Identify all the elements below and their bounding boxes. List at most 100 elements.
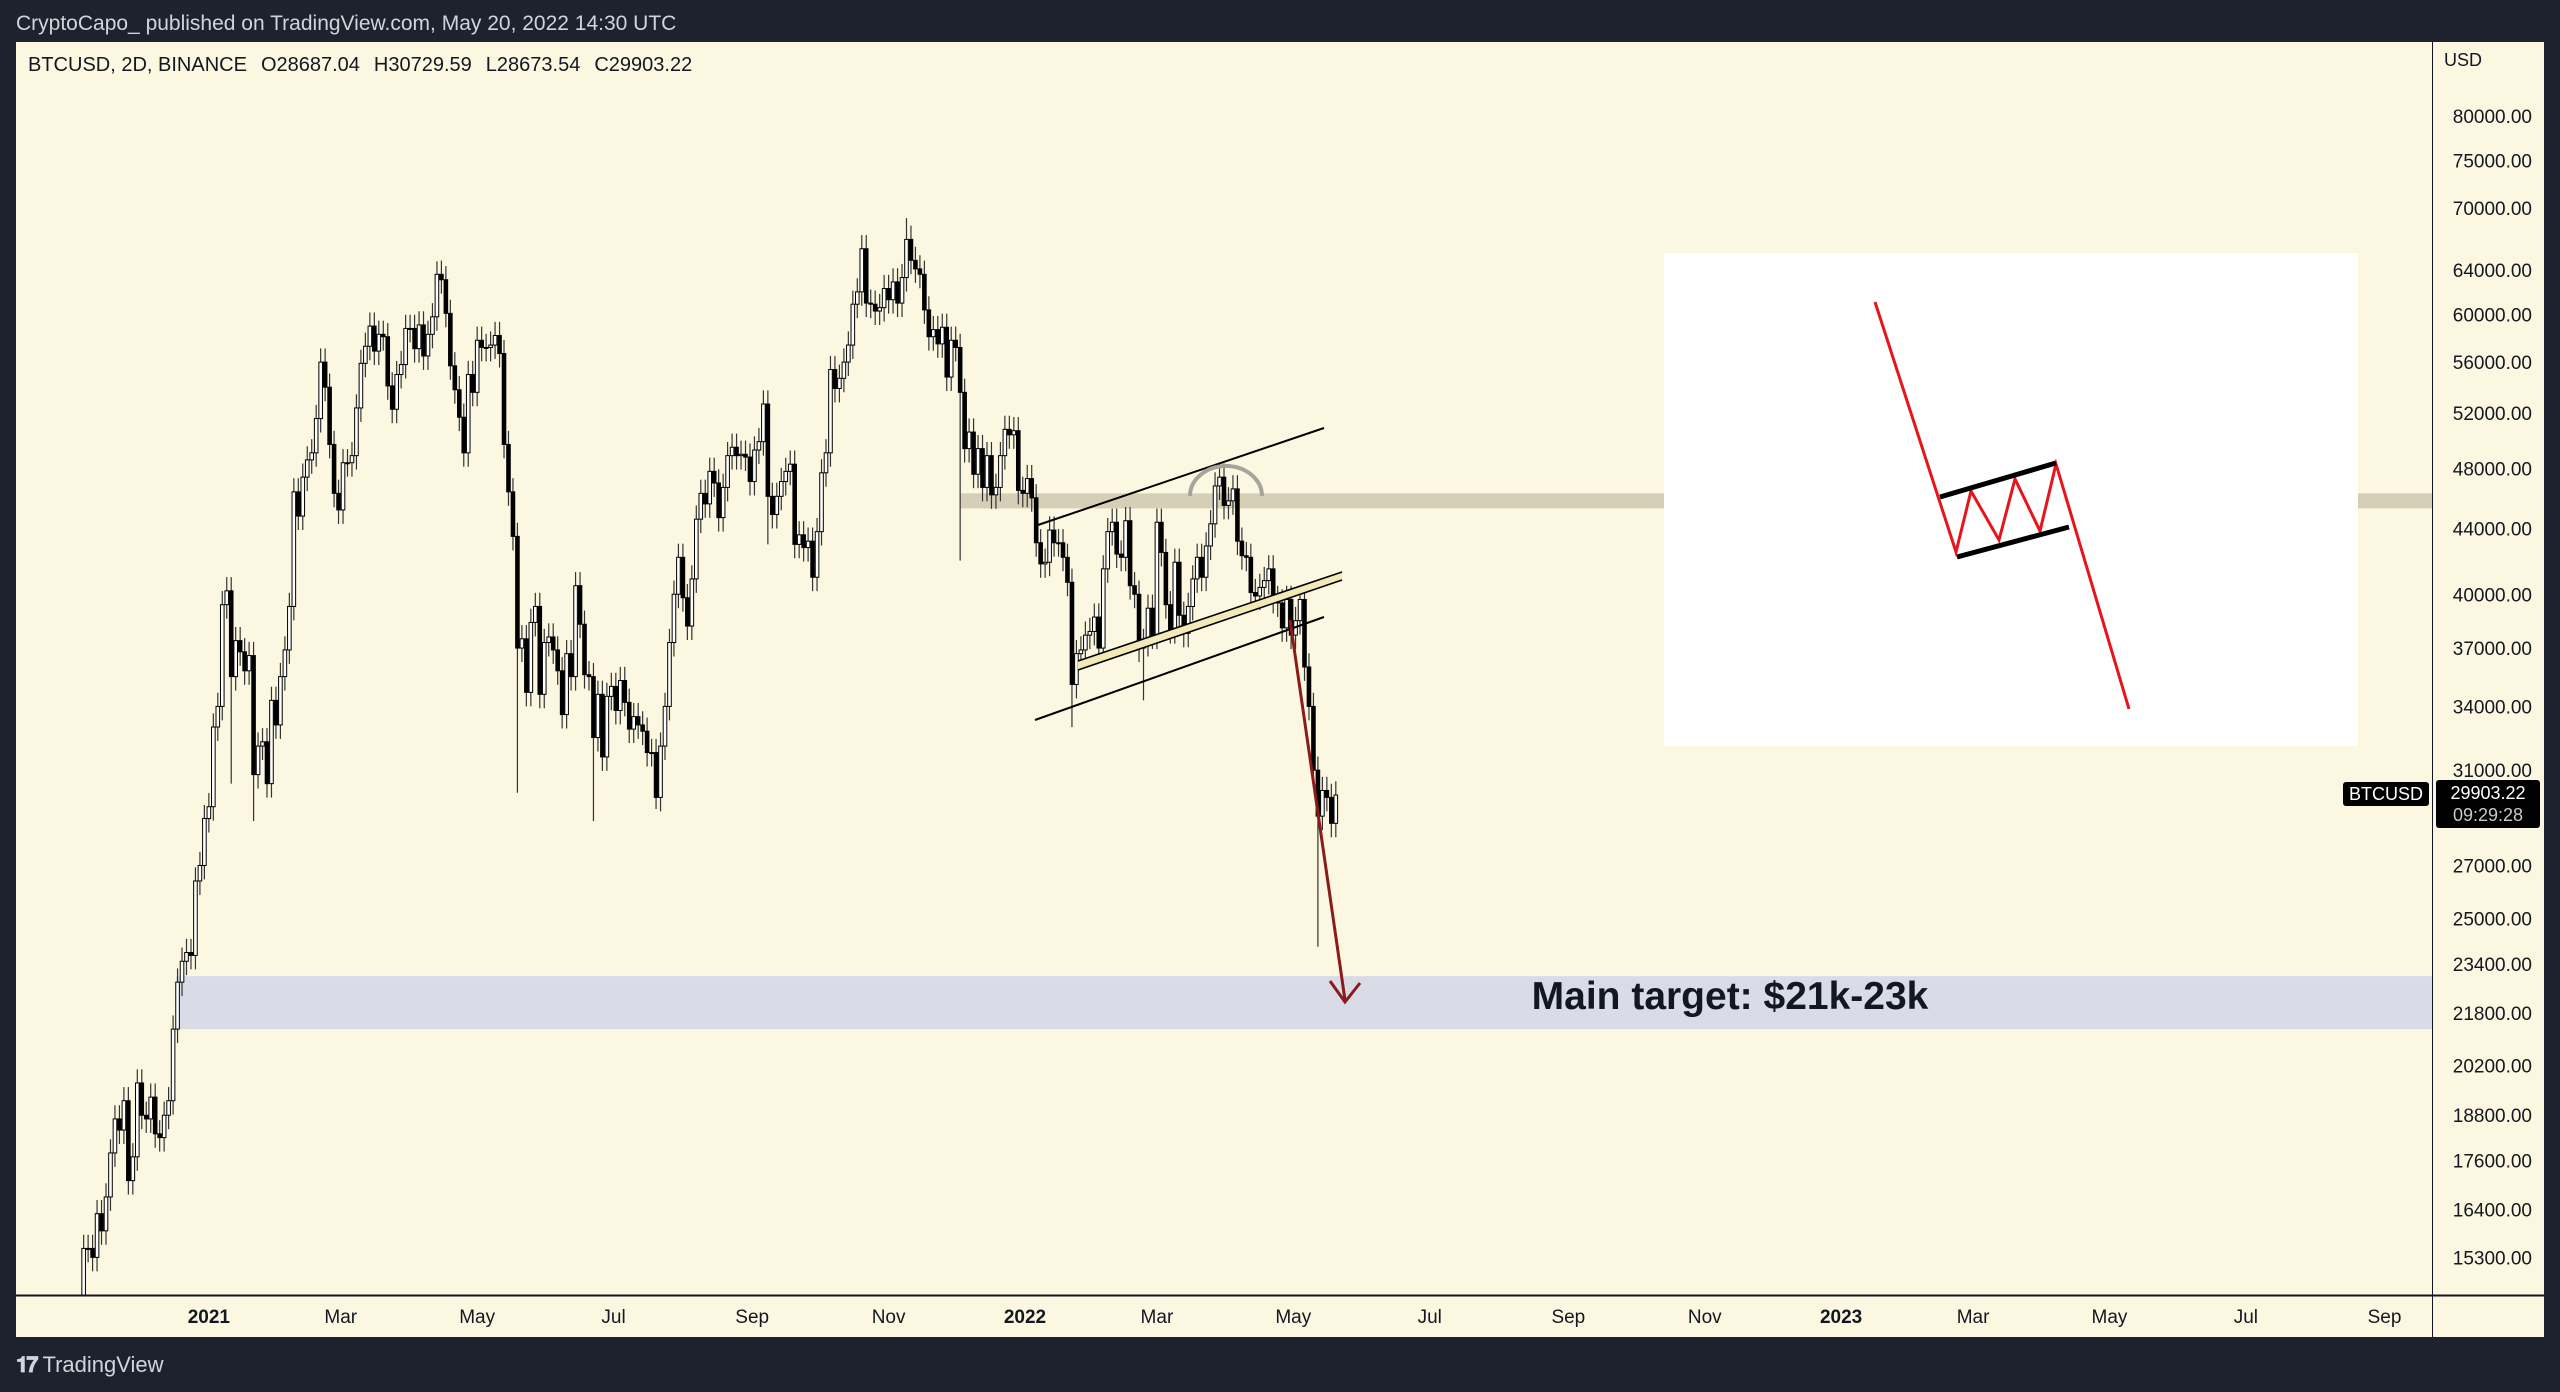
candle (944, 313, 950, 391)
candle (613, 672, 619, 725)
candle-body-bull (828, 369, 833, 454)
candle (948, 326, 954, 391)
candle-body-bear (1235, 488, 1240, 542)
candle-body-bear (711, 470, 717, 484)
candle-body-bull (1087, 630, 1093, 636)
tradingview-brand[interactable]: 𝟏𝟕 TradingView (16, 1352, 164, 1378)
candle-body-bear (1329, 796, 1334, 824)
inner-support-line-top[interactable] (1077, 571, 1343, 662)
inner-support-line-bottom[interactable] (1077, 579, 1343, 671)
price-tick-label: 64000.00 (2453, 261, 2532, 282)
candle-body-bear (568, 653, 574, 678)
candle (287, 592, 292, 664)
candle-body-bear (653, 752, 659, 798)
candle (653, 738, 659, 810)
candle-body-bear (452, 365, 458, 391)
candle (85, 1234, 91, 1263)
candle (1029, 464, 1035, 512)
candle (761, 390, 766, 456)
inner-support-fill (1078, 572, 1342, 670)
candle-body-bull (1078, 649, 1084, 655)
candle-body-bull (255, 745, 261, 776)
price-tick-label: 52000.00 (2453, 404, 2532, 425)
candle (90, 1234, 95, 1272)
candle-body-bear (957, 346, 963, 393)
candle (993, 473, 999, 509)
channel-upper-line[interactable] (1034, 427, 1325, 527)
candle-body-bull (363, 345, 368, 364)
candle-body-bull (318, 361, 323, 420)
candle (246, 641, 252, 685)
candle-body-bull (707, 470, 713, 505)
channel-lower-line[interactable] (1034, 616, 1325, 721)
candle-body-bear (953, 339, 958, 348)
target-zone (176, 976, 2432, 1030)
candle-body-bull (1105, 531, 1111, 570)
candle (421, 311, 426, 370)
candle-body-bull (1185, 605, 1191, 634)
candle (139, 1069, 145, 1130)
candle-body-bull (108, 1152, 113, 1198)
candle-body-bull (1092, 616, 1097, 632)
bear-flag-inset[interactable] (1664, 253, 2358, 746)
candle-body-bull (211, 726, 216, 808)
candle-body-bull (850, 303, 856, 346)
candle-body-bull (533, 605, 538, 623)
candle-body-bull (175, 981, 180, 1030)
candle-body-bull (573, 585, 578, 678)
candle (1217, 465, 1222, 500)
candle-body-bull (215, 705, 221, 728)
candle-body-bull (1002, 428, 1008, 457)
price-axis[interactable]: 80000.00 75000.00 70000.00 64000.00 60000.00… (2453, 107, 2532, 1269)
candle-body-bull (1056, 542, 1061, 545)
candle (166, 1087, 171, 1130)
candle-body-bull (1154, 521, 1160, 636)
candle-body-bull (1261, 580, 1267, 588)
candle (474, 326, 480, 407)
candle (743, 440, 748, 472)
down-arrow[interactable] (1288, 619, 1362, 1005)
candle (1127, 507, 1133, 600)
candle-body-bull (729, 446, 735, 457)
candle-body-bull (407, 327, 413, 330)
candle-body-bull (130, 1156, 136, 1182)
candle (1163, 538, 1169, 619)
candle-body-bear (917, 268, 923, 275)
candle-body-bear (872, 303, 878, 312)
candle (810, 527, 815, 592)
candle (488, 331, 493, 362)
top-arc[interactable] (1188, 464, 1264, 497)
candle (376, 320, 382, 366)
currency-label[interactable]: USD (2444, 50, 2483, 70)
candle (1123, 507, 1128, 572)
candle (886, 274, 891, 314)
candle (434, 261, 440, 331)
candle (975, 434, 981, 489)
time-axis[interactable]: 2021 Mar May Jul Sep Nov 2022 Mar May Jul Sep Nov 20… (188, 1307, 2402, 1328)
candle (770, 482, 775, 529)
candle-body-bull (931, 329, 936, 338)
candle (837, 364, 842, 403)
candle (801, 521, 806, 562)
candle-body-bear (264, 741, 270, 785)
candle (586, 661, 592, 691)
candle (957, 333, 963, 561)
candle-body-bull (166, 1100, 171, 1116)
candle-body-bull (948, 339, 954, 378)
flag-pole-path (1873, 301, 2131, 710)
candle (1038, 529, 1043, 578)
candle (412, 314, 417, 363)
candle-body-bull (975, 448, 981, 475)
candle-body-bull (984, 455, 990, 488)
candle-body-bear (680, 556, 686, 599)
candle (872, 290, 878, 325)
candle-body-bear (734, 446, 739, 457)
candle-body-bull (291, 491, 297, 607)
candle (479, 326, 484, 362)
candle (1306, 653, 1312, 721)
candle-body-bull (1172, 561, 1178, 631)
time-tick-label: Mar (1141, 1307, 1174, 1328)
target-annotation[interactable]: Main target: $21k-23k (1531, 975, 1929, 1018)
candle (819, 459, 824, 546)
